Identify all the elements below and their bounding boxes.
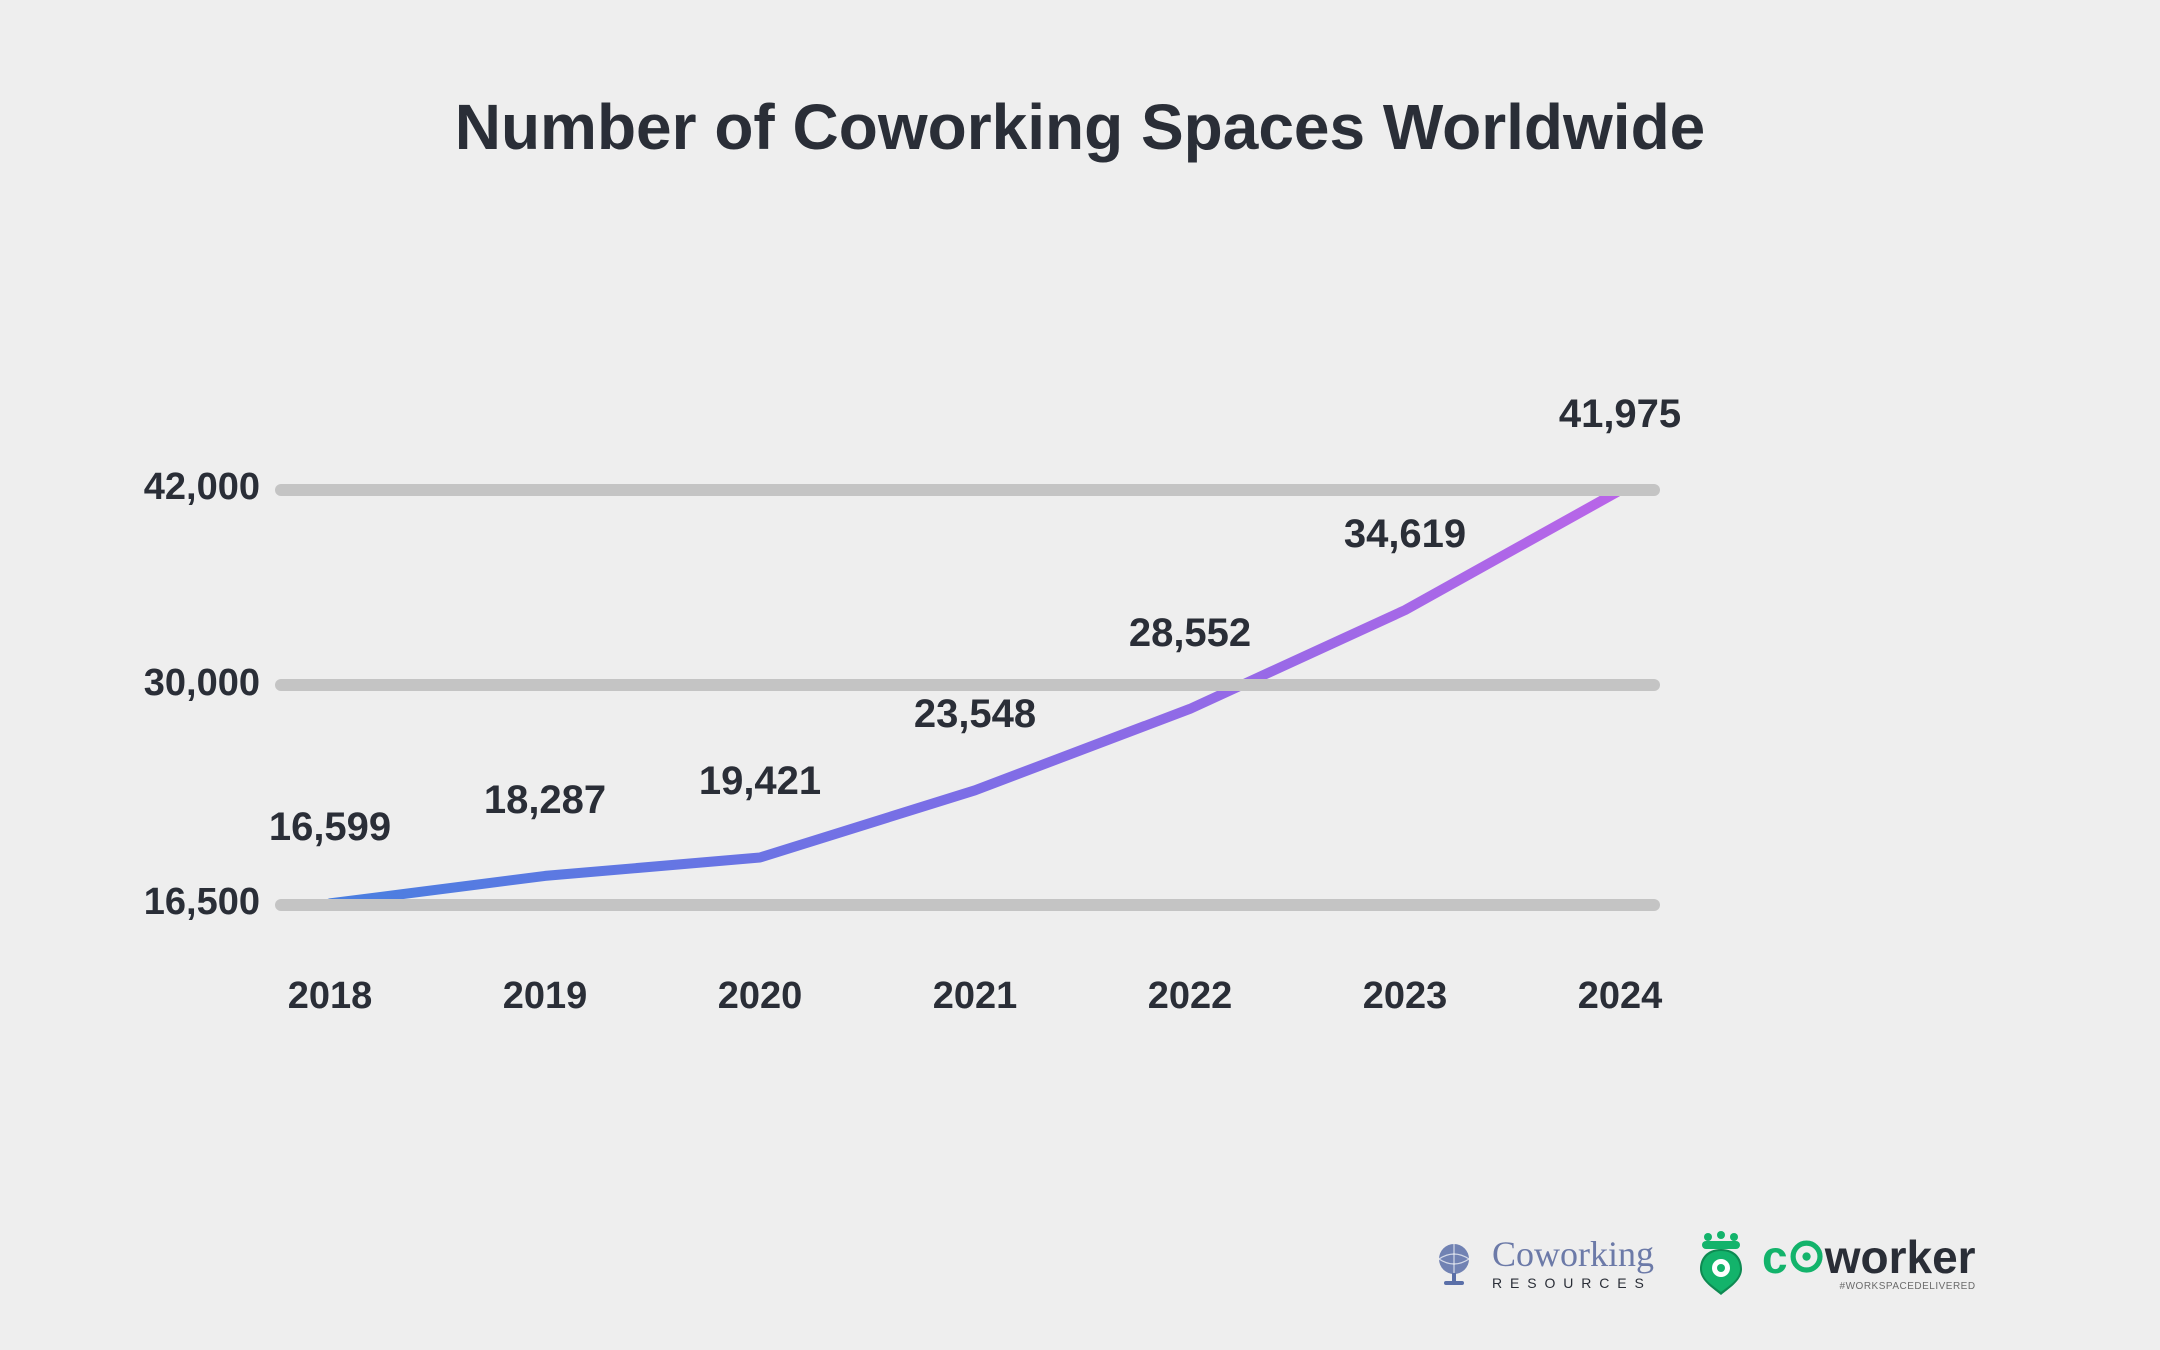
data-point-label: 41,975 (1520, 392, 1720, 437)
data-point-label: 34,619 (1305, 512, 1505, 557)
x-axis-label: 2021 (895, 975, 1055, 1018)
chart-title: Number of Coworking Spaces Worldwide (0, 90, 2160, 164)
gridline (275, 679, 1660, 691)
x-axis-label: 2024 (1540, 975, 1700, 1018)
x-axis-label: 2022 (1110, 975, 1270, 1018)
gridline (275, 899, 1660, 911)
coworker-logo-tagline: #WORKSPACEDELIVERED (1840, 1282, 1976, 1292)
data-point-label: 18,287 (445, 778, 645, 823)
coworking-resources-logo: Coworking R E S O U R C E S (1430, 1236, 1654, 1290)
coworker-logo-rest: worker (1825, 1234, 1976, 1280)
coworking-resources-logo-bottom: R E S O U R C E S (1492, 1276, 1654, 1290)
coworking-resources-logo-top: Coworking (1492, 1236, 1654, 1272)
x-axis-label: 2019 (465, 975, 625, 1018)
coworker-logo: c worker #WORKSPACEDELIVERED (1694, 1231, 1976, 1295)
location-pin-icon (1694, 1231, 1748, 1295)
x-axis-label: 2020 (680, 975, 840, 1018)
data-point-label: 16,599 (230, 805, 430, 850)
coworker-logo-prefix: c (1762, 1234, 1788, 1280)
x-axis-label: 2023 (1325, 975, 1485, 1018)
globe-icon (1430, 1239, 1478, 1287)
y-axis-label: 30,000 (60, 662, 260, 705)
data-point-label: 19,421 (660, 759, 860, 804)
chart-canvas: Number of Coworking Spaces Worldwide Cow… (0, 0, 2160, 1350)
y-axis-label: 16,500 (60, 881, 260, 924)
coworker-logo-o-icon (1790, 1240, 1823, 1273)
attribution-logos: Coworking R E S O U R C E S c worker #WO… (1430, 1231, 1976, 1295)
gridline (275, 484, 1660, 496)
data-point-label: 28,552 (1090, 611, 1290, 656)
data-point-label: 23,548 (875, 692, 1075, 737)
x-axis-label: 2018 (250, 975, 410, 1018)
y-axis-label: 42,000 (60, 466, 260, 509)
